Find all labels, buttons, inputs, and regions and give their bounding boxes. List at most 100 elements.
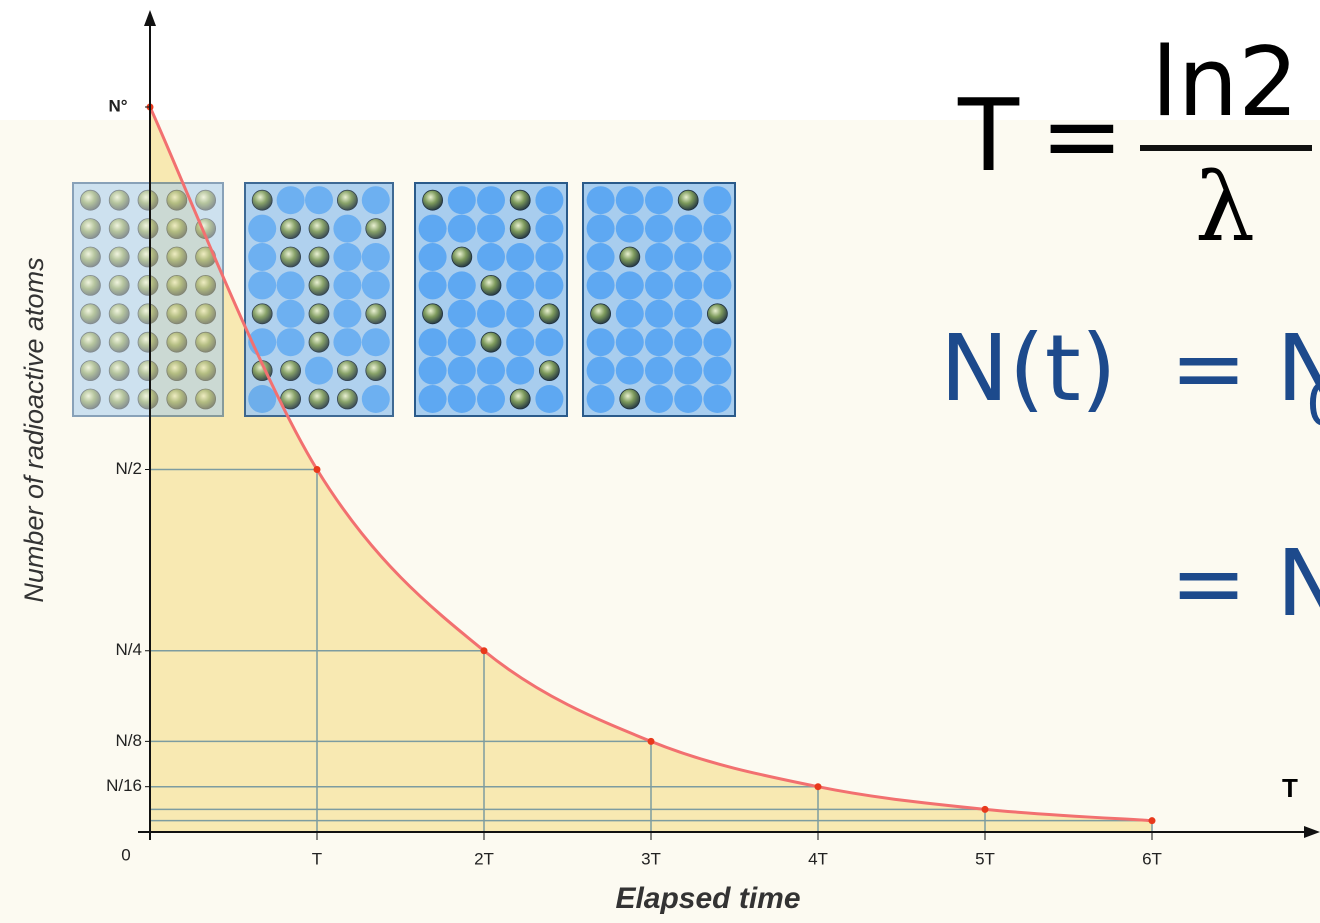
atom (308, 218, 330, 240)
decayed-atom (586, 356, 615, 385)
y-axis-arrow (144, 10, 156, 26)
x-axis-arrow (1304, 826, 1320, 838)
atom-panel (414, 182, 568, 417)
atom (166, 303, 188, 325)
decayed-atom (615, 271, 644, 300)
decayed-atom (535, 328, 564, 357)
atom (166, 274, 188, 296)
decayed-atom (703, 271, 732, 300)
atom (280, 246, 302, 268)
decayed-atom (418, 356, 447, 385)
decayed-atom (477, 299, 505, 328)
decayed-atom (447, 299, 476, 328)
decayed-atom (248, 214, 277, 243)
decayed-atom (477, 385, 505, 413)
atom (308, 388, 330, 410)
decayed-atom (418, 271, 447, 300)
atom (108, 388, 130, 410)
atom (539, 303, 560, 325)
decayed-atom (645, 186, 673, 215)
decayed-atom (674, 385, 703, 413)
decayed-atom (674, 328, 703, 357)
atom (365, 218, 387, 240)
decayed-atom (586, 214, 615, 243)
decayed-atom (586, 186, 615, 215)
atom (195, 360, 217, 382)
decayed-atom (674, 271, 703, 300)
atom (137, 246, 159, 268)
decayed-atom (447, 328, 476, 357)
atom (80, 189, 101, 211)
decayed-atom (674, 356, 703, 385)
decayed-atom (333, 243, 362, 271)
atom (422, 189, 444, 211)
formula-equals: = (1040, 77, 1124, 194)
decayed-atom (418, 214, 447, 243)
atom-panel (582, 182, 736, 417)
atom (166, 246, 188, 268)
atom (509, 388, 531, 410)
decayed-atom (703, 356, 732, 385)
atom (108, 189, 130, 211)
atom (195, 189, 217, 211)
decay-curve (148, 106, 1153, 823)
atom (280, 360, 302, 382)
atom (280, 218, 302, 240)
decayed-atom (418, 385, 447, 413)
atom (422, 303, 444, 325)
point (313, 466, 321, 473)
x-tick-label: 5T (975, 849, 995, 868)
decayed-atom (703, 214, 732, 243)
x-tick-label: 2T (474, 849, 494, 868)
decayed-atom (674, 299, 703, 328)
decayed-atom (615, 356, 644, 385)
decayed-atom (615, 299, 644, 328)
atom (108, 303, 130, 325)
atom (166, 218, 188, 240)
decayed-atom (645, 328, 673, 357)
atom (195, 274, 217, 296)
atom (509, 189, 531, 211)
decayed-atom (333, 214, 362, 243)
atom (336, 388, 358, 410)
atom (365, 360, 387, 382)
atom (195, 388, 217, 410)
decayed-atom (361, 243, 390, 271)
decayed-atom (645, 214, 673, 243)
atom (619, 388, 641, 410)
atom (251, 189, 273, 211)
atom (80, 388, 101, 410)
formula-decay-lhs: N(t) (940, 315, 1117, 422)
decayed-atom (506, 271, 535, 300)
atom (80, 246, 101, 268)
decayed-atom (535, 214, 564, 243)
decayed-atom (276, 271, 305, 300)
decayed-atom (535, 271, 564, 300)
y-tick-label: N/8 (116, 731, 142, 750)
y-tick-label: 0 (121, 845, 130, 864)
decayed-atom (535, 186, 564, 215)
decayed-atom (418, 243, 447, 271)
decayed-atom (418, 328, 447, 357)
atom (619, 246, 641, 268)
atom (80, 274, 101, 296)
atom (80, 218, 101, 240)
decayed-atom (645, 243, 673, 271)
decayed-atom (248, 271, 277, 300)
atom (166, 388, 188, 410)
atom (137, 360, 159, 382)
decayed-atom (361, 186, 390, 215)
atom (108, 218, 130, 240)
y-axis-label: Number of radioactive atoms (19, 257, 49, 602)
y-tick-label: N/4 (116, 640, 142, 659)
atom (166, 189, 188, 211)
decayed-atom (615, 186, 644, 215)
atom (251, 303, 273, 325)
decayed-atom (333, 271, 362, 300)
decayed-atom (447, 356, 476, 385)
atom (80, 360, 101, 382)
decayed-atom (477, 214, 505, 243)
formula-subscript: 0 (1306, 370, 1320, 440)
decayed-atom (361, 328, 390, 357)
